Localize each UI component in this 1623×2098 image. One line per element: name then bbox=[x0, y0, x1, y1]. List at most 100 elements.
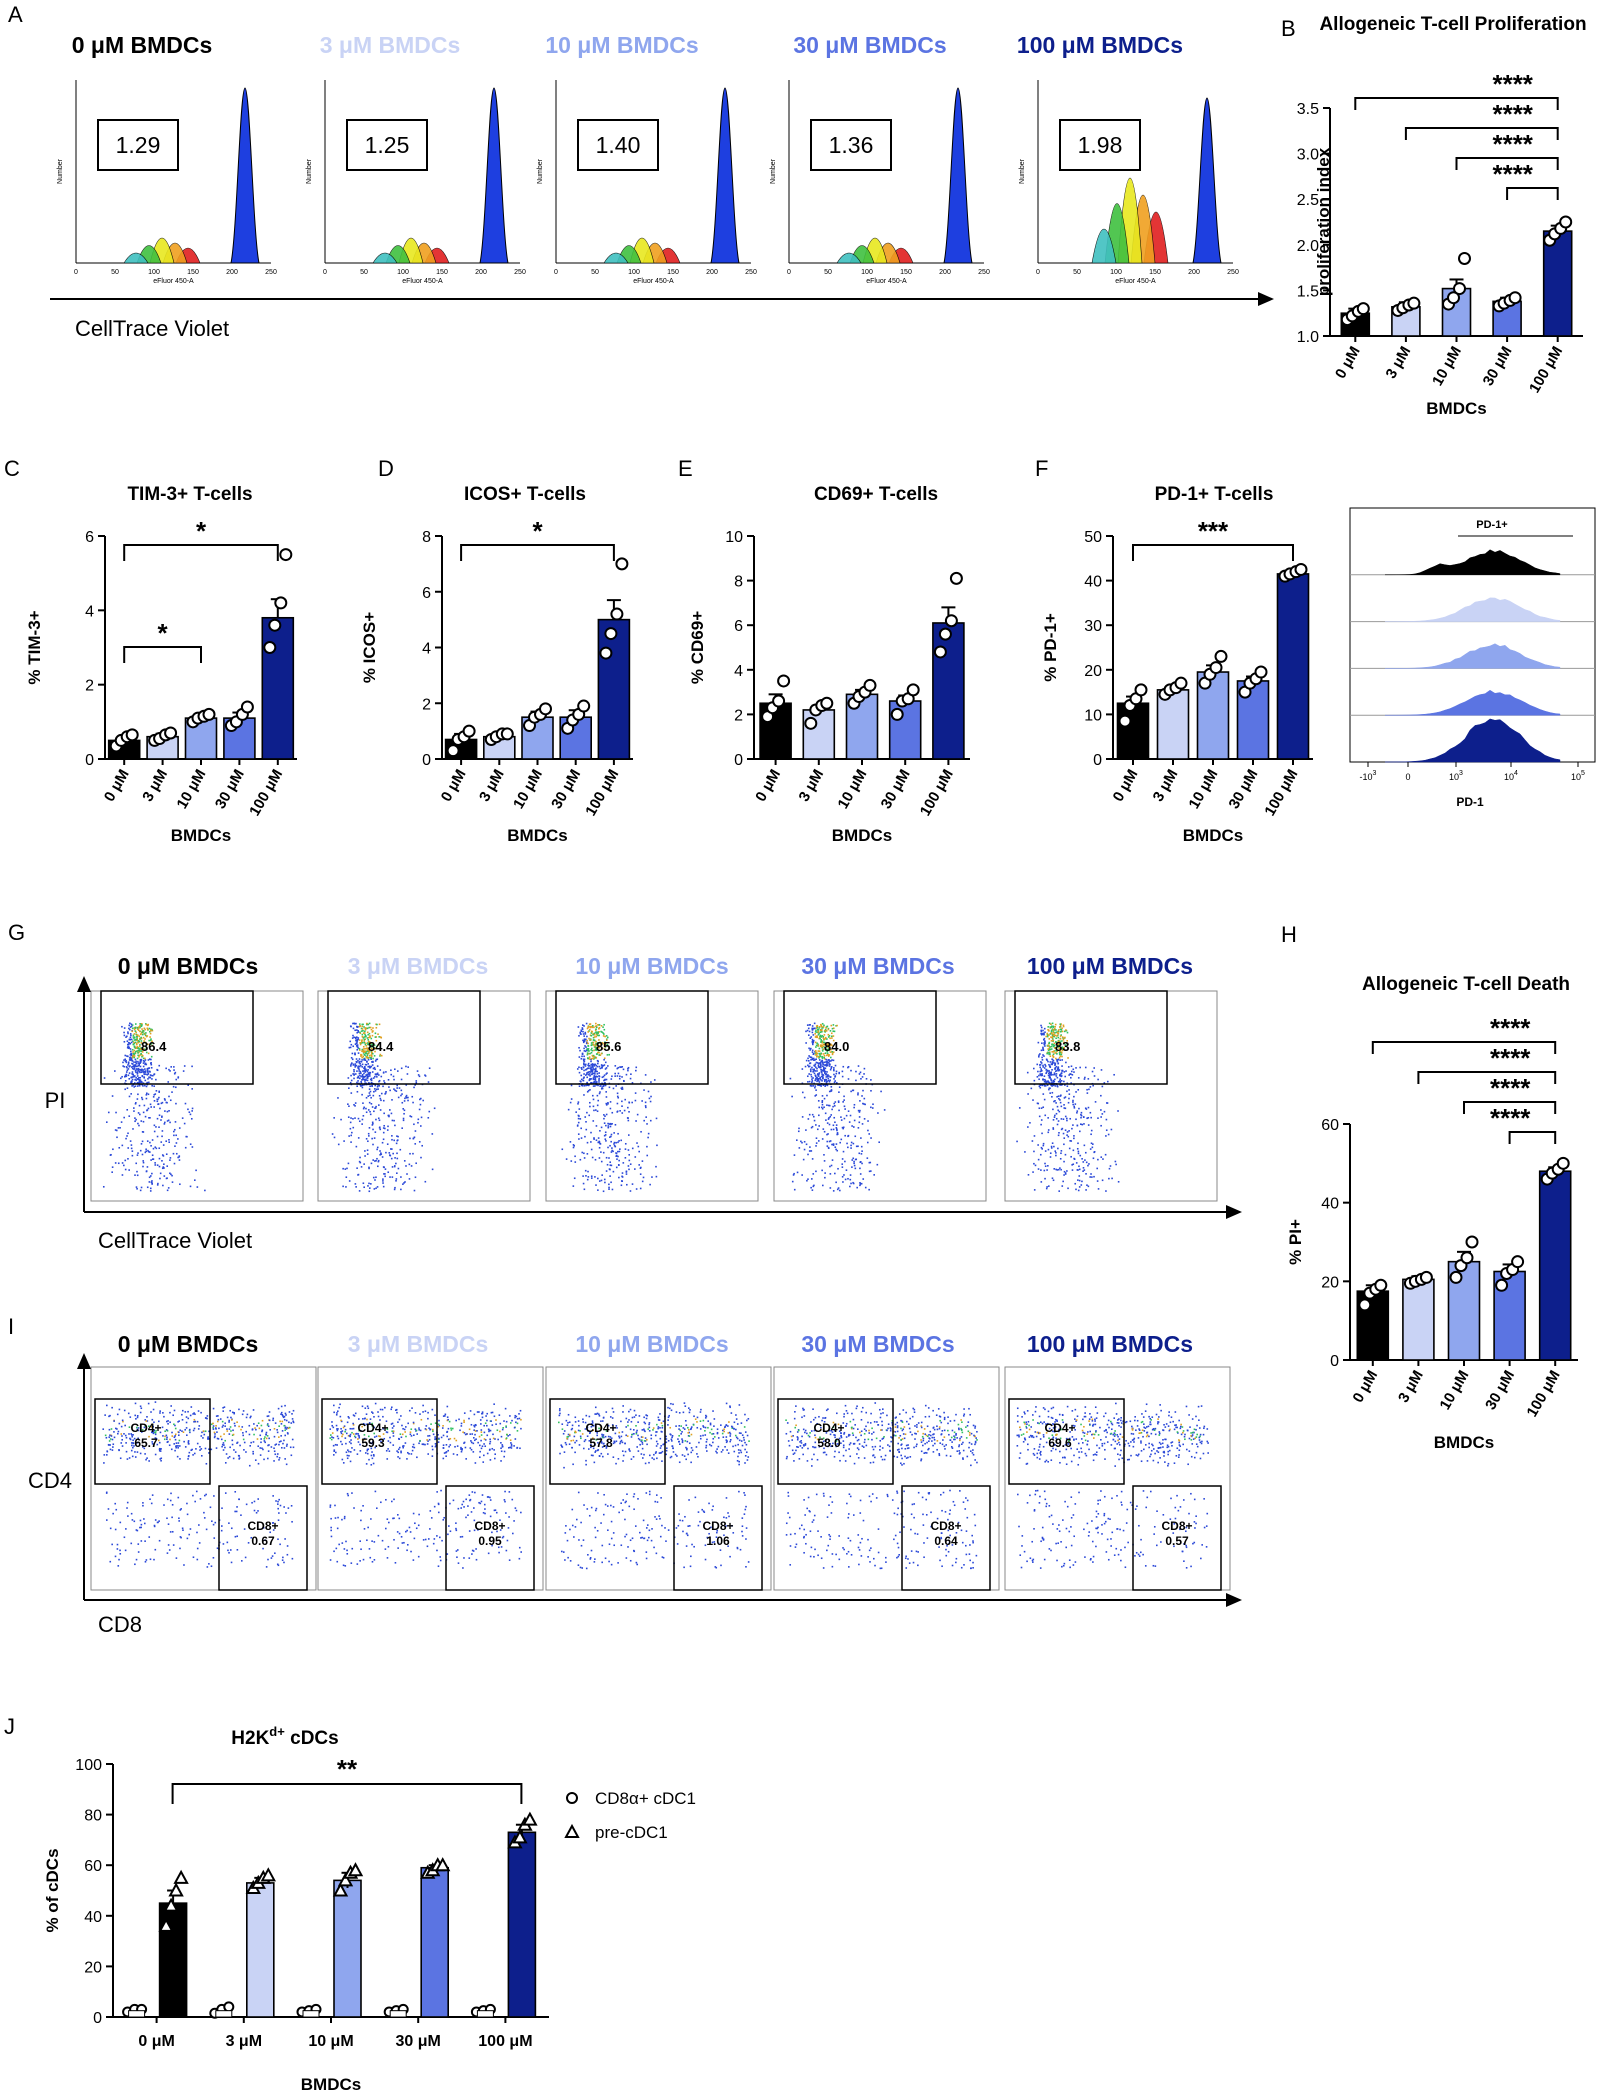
event-dot bbox=[109, 1438, 112, 1440]
event-dot bbox=[368, 1166, 370, 1169]
bar-4 bbox=[1542, 230, 1573, 337]
event-dot bbox=[235, 1510, 238, 1513]
event-dot bbox=[819, 1029, 822, 1032]
event-dot bbox=[832, 1128, 835, 1131]
event-dot bbox=[178, 1420, 180, 1422]
event-dot bbox=[839, 1189, 841, 1192]
event-dot bbox=[1078, 1179, 1081, 1182]
event-dot bbox=[156, 1135, 159, 1138]
event-dot bbox=[368, 1073, 371, 1076]
event-dot bbox=[595, 1028, 597, 1031]
event-dot bbox=[829, 1056, 832, 1059]
event-dot bbox=[129, 1033, 132, 1035]
event-dot bbox=[371, 1106, 374, 1108]
event-dot bbox=[389, 1089, 391, 1092]
event-dot bbox=[810, 1186, 812, 1189]
event-dot bbox=[593, 1026, 595, 1029]
event-dot bbox=[331, 1133, 334, 1135]
event-dot bbox=[113, 1431, 115, 1433]
event-dot bbox=[817, 1077, 819, 1080]
event-dot bbox=[588, 1058, 591, 1060]
event-dot bbox=[367, 1052, 370, 1055]
event-dot bbox=[1070, 1155, 1072, 1158]
event-dot bbox=[484, 1439, 487, 1441]
event-dot bbox=[818, 1057, 820, 1059]
event-dot bbox=[374, 1060, 377, 1062]
event-dot bbox=[132, 1076, 134, 1078]
event-dot bbox=[190, 1406, 193, 1408]
event-dot bbox=[831, 1053, 834, 1056]
event-dot bbox=[118, 1146, 121, 1149]
event-dot bbox=[807, 1057, 809, 1060]
event-dot bbox=[821, 1044, 823, 1047]
event-dot bbox=[356, 1042, 358, 1045]
event-dot bbox=[191, 1448, 193, 1451]
event-dot bbox=[624, 1098, 626, 1101]
event-dot bbox=[141, 1024, 143, 1026]
x-tick-label: 3 μM bbox=[139, 767, 171, 805]
event-dot bbox=[370, 1037, 373, 1040]
event-dot bbox=[821, 1069, 823, 1072]
event-dot bbox=[136, 1187, 138, 1190]
event-dot bbox=[640, 1166, 642, 1169]
event-dot bbox=[142, 1165, 144, 1168]
event-dot bbox=[622, 1079, 625, 1082]
event-dot bbox=[1068, 1093, 1071, 1095]
event-dot bbox=[1064, 1115, 1067, 1118]
data-point bbox=[1254, 665, 1268, 679]
event-dot bbox=[403, 1112, 405, 1115]
event-dot bbox=[109, 1527, 112, 1530]
event-dot bbox=[280, 1446, 283, 1449]
event-dot bbox=[144, 1115, 147, 1118]
event-dot bbox=[140, 1096, 143, 1099]
event-dot bbox=[1056, 1076, 1059, 1079]
event-dot bbox=[242, 1432, 244, 1434]
event-dot bbox=[365, 1111, 368, 1114]
event-dot bbox=[1052, 1045, 1055, 1048]
event-dot bbox=[151, 1154, 154, 1157]
event-dot bbox=[126, 1055, 128, 1057]
x-tick-label: 3 μM bbox=[476, 767, 508, 805]
event-dot bbox=[821, 1099, 824, 1102]
event-dot bbox=[213, 1431, 216, 1434]
event-dot bbox=[345, 1176, 348, 1179]
event-dot bbox=[140, 1143, 143, 1145]
event-dot bbox=[173, 1072, 176, 1075]
event-dot bbox=[596, 1110, 599, 1113]
event-dot bbox=[808, 1080, 811, 1083]
event-dot bbox=[220, 1529, 223, 1532]
y-axis-label: % CD69+ bbox=[688, 611, 707, 684]
event-dot bbox=[169, 1172, 171, 1175]
event-dot bbox=[163, 1163, 165, 1166]
event-dot bbox=[1027, 1174, 1030, 1176]
event-dot bbox=[859, 1160, 862, 1163]
event-dot bbox=[1038, 1054, 1040, 1056]
event-dot bbox=[230, 1561, 233, 1564]
event-dot bbox=[217, 1415, 219, 1417]
event-dot bbox=[121, 1075, 123, 1078]
event-dot bbox=[365, 1137, 368, 1140]
event-dot bbox=[145, 1559, 148, 1561]
event-dot bbox=[1048, 1052, 1051, 1054]
event-dot bbox=[123, 1409, 126, 1412]
event-dot bbox=[131, 1078, 134, 1081]
event-dot bbox=[1052, 1031, 1055, 1034]
event-dot bbox=[330, 1529, 332, 1532]
event-dot bbox=[208, 1563, 210, 1565]
event-dot bbox=[400, 1176, 402, 1178]
event-dot bbox=[170, 1405, 172, 1407]
event-dot bbox=[1062, 1118, 1065, 1120]
event-dot bbox=[261, 1447, 263, 1450]
event-dot bbox=[807, 1118, 810, 1120]
event-dot bbox=[136, 1036, 138, 1038]
event-dot bbox=[274, 1453, 277, 1456]
hist-tick-label: 250 bbox=[514, 269, 526, 276]
event-dot bbox=[402, 1119, 405, 1122]
event-dot bbox=[1055, 1057, 1057, 1060]
data-point bbox=[462, 724, 476, 738]
event-dot bbox=[125, 1528, 127, 1530]
event-dot bbox=[822, 1035, 825, 1038]
event-dot bbox=[1055, 1037, 1057, 1040]
event-dot bbox=[1093, 1075, 1096, 1077]
